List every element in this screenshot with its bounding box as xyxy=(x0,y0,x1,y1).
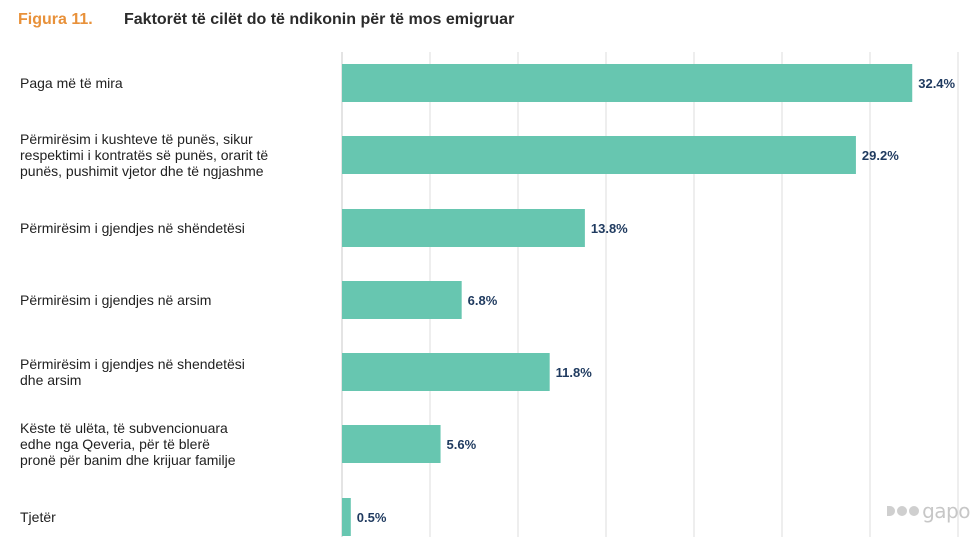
bar-7 xyxy=(342,498,351,536)
category-label-5: Përmirësim i gjendjes në shendetësi dhe … xyxy=(20,356,245,388)
category-label-2: Përmirësim i kushteve të punës, sikur re… xyxy=(20,131,269,179)
logo-dot-icon xyxy=(887,506,896,516)
bar-4 xyxy=(342,281,462,319)
value-label-7: 0.5% xyxy=(357,510,387,525)
logo-wordmark: gapo xyxy=(922,499,970,523)
bar-5 xyxy=(342,353,550,391)
value-label-5: 11.8% xyxy=(556,365,593,380)
category-label-6: Këste të ulëta, të subvencionuara edhe n… xyxy=(20,420,236,468)
category-label-7: Tjetër xyxy=(20,509,56,525)
bar-3 xyxy=(342,209,585,247)
value-label-4: 6.8% xyxy=(468,293,498,308)
logo-dot-icon xyxy=(897,506,908,516)
figure-title: Faktorët të cilët do të ndikonin për të … xyxy=(124,11,515,28)
bar-6 xyxy=(342,425,441,463)
value-label-1: 32.4% xyxy=(918,76,955,91)
figure-label: Figura 11. xyxy=(18,11,93,28)
logo-dot-icon xyxy=(909,506,920,516)
value-label-6: 5.6% xyxy=(447,437,477,452)
gapo-logo: gapo xyxy=(887,499,970,523)
category-label-4: Përmirësim i gjendjes në arsim xyxy=(20,292,212,308)
bar-2 xyxy=(342,136,856,174)
value-label-2: 29.2% xyxy=(862,148,899,163)
figure-header: Figura 11. Faktorët të cilët do të ndiko… xyxy=(18,8,514,32)
category-label-1: Paga më të mira xyxy=(20,75,123,91)
bar-1 xyxy=(342,64,913,102)
category-label-3: Përmirësim i gjendjes në shëndetësi xyxy=(20,220,245,236)
value-label-3: 13.8% xyxy=(591,221,628,236)
